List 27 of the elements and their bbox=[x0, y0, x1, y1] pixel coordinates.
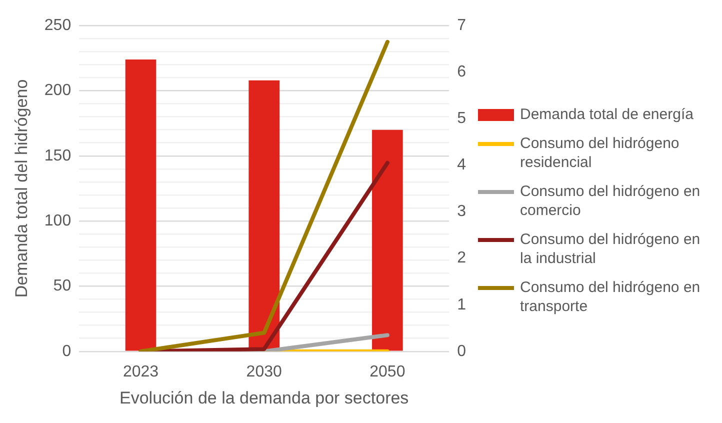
y2-tick-label: 6 bbox=[457, 64, 466, 81]
y-tick-label: 0 bbox=[62, 342, 72, 360]
bar bbox=[248, 80, 280, 351]
y-tick-label: 200 bbox=[44, 82, 72, 100]
x-tick-label: 2050 bbox=[370, 363, 406, 380]
y2-tick-label: 7 bbox=[457, 17, 466, 34]
y2-tick-label: 4 bbox=[457, 156, 466, 174]
y2-tick-label: 2 bbox=[457, 250, 466, 267]
y-tick-label: 150 bbox=[44, 147, 72, 164]
legend-label: Consumo del hidrógeno residencial bbox=[520, 134, 680, 172]
bar bbox=[125, 59, 156, 351]
y-tick-label: 50 bbox=[53, 278, 72, 295]
y2-tick-label: 3 bbox=[457, 203, 466, 220]
legend-label: Consumo del hidrógeno en comercio bbox=[520, 182, 702, 220]
y-axis-title: Demanda total del hidrógeno bbox=[12, 79, 31, 298]
x-tick-label: 2023 bbox=[122, 363, 159, 380]
legend-label: Consumo del hidrógeno en la industrial bbox=[520, 230, 702, 268]
x-tick-label: 2030 bbox=[246, 363, 282, 380]
y2-tick-label: 5 bbox=[457, 110, 466, 128]
y-tick-label: 250 bbox=[44, 17, 72, 34]
legend-label: Consumo del hidrógeno en transporte bbox=[520, 278, 702, 316]
y2-tick-label: 0 bbox=[457, 342, 466, 360]
y2-tick-label: 1 bbox=[457, 296, 466, 314]
bar bbox=[372, 130, 403, 351]
y-tick-label: 100 bbox=[44, 212, 72, 230]
x-axis-title: Evolución de la demanda por sectores bbox=[120, 388, 409, 408]
legend-label: Demanda total de energía bbox=[520, 105, 694, 124]
